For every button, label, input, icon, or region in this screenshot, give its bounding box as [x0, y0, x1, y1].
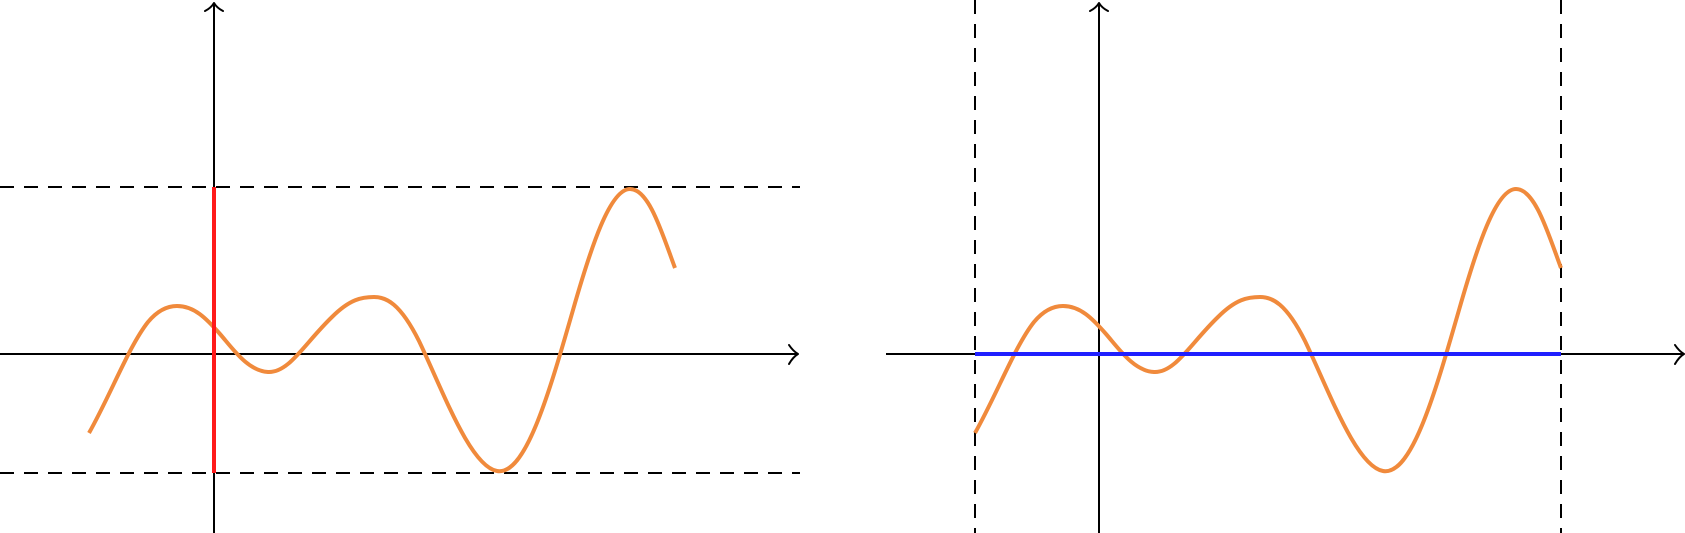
function-curve — [87, 187, 677, 474]
function-curve — [973, 187, 1563, 474]
x-axis-arrow-icon — [1674, 344, 1685, 365]
right-panel — [886, 0, 1685, 533]
left-panel — [0, 2, 800, 533]
x-axis-arrow-icon — [788, 344, 799, 365]
y-axis-arrow-icon — [204, 2, 224, 12]
y-axis-arrow-icon — [1089, 2, 1109, 12]
